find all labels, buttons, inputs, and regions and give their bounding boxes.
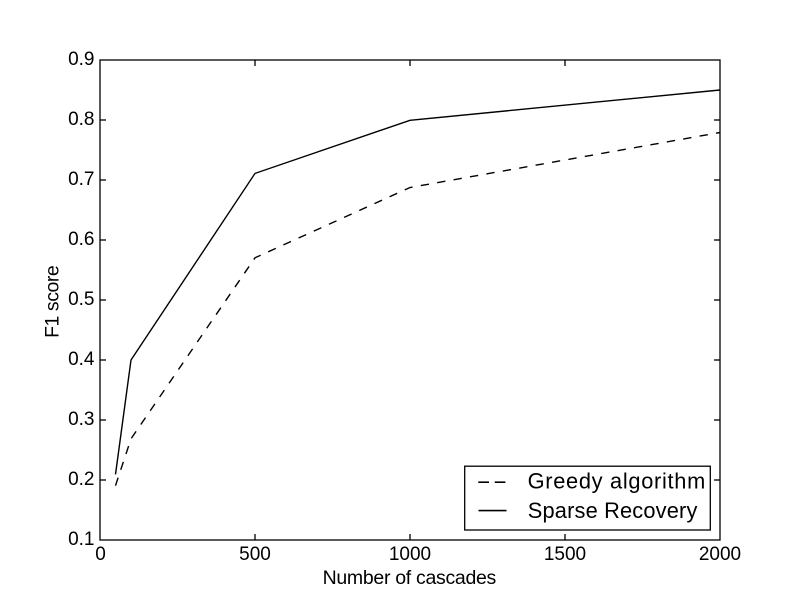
- svg-text:Sparse Recovery: Sparse Recovery: [528, 498, 698, 523]
- svg-text:1500: 1500: [544, 544, 586, 565]
- svg-text:0.7: 0.7: [68, 169, 94, 190]
- svg-text:Number of cascades: Number of cascades: [323, 567, 497, 589]
- svg-text:1000: 1000: [389, 544, 431, 565]
- svg-text:0.4: 0.4: [68, 349, 95, 370]
- svg-text:0.9: 0.9: [68, 49, 94, 70]
- svg-text:Greedy algorithm: Greedy algorithm: [528, 469, 706, 494]
- svg-text:0.1: 0.1: [68, 529, 94, 550]
- svg-text:500: 500: [239, 544, 271, 565]
- svg-text:0.3: 0.3: [68, 409, 94, 430]
- svg-text:0.8: 0.8: [68, 109, 94, 130]
- svg-text:0: 0: [95, 544, 106, 565]
- svg-text:0.2: 0.2: [68, 469, 94, 490]
- svg-text:0.5: 0.5: [68, 289, 94, 310]
- svg-text:2000: 2000: [699, 544, 741, 565]
- svg-text:F1 score: F1 score: [41, 266, 63, 338]
- svg-text:0.6: 0.6: [68, 229, 94, 250]
